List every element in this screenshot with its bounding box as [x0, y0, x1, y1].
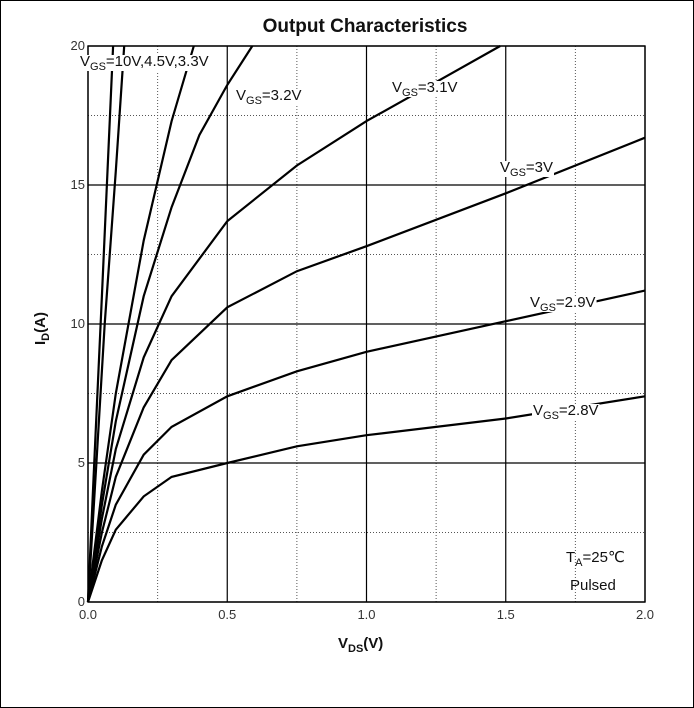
y-axis-label-part: (A) [32, 312, 49, 333]
x-tick-label: 2.0 [636, 607, 654, 622]
y-tick-label: 15 [71, 177, 85, 192]
legend-label-part: GS [90, 61, 106, 73]
y-tick-label: 0 [78, 594, 85, 609]
legend-label-part: GS [510, 167, 526, 179]
x-tick-label: 0.0 [79, 607, 97, 622]
legend-label-part: =2.8V [559, 402, 599, 419]
annotation-part: =25℃ [583, 549, 625, 566]
y-axis-label-part: D [40, 333, 52, 341]
legend-label-part: GS [543, 410, 559, 422]
legend-label-part: =3.1V [418, 79, 458, 96]
x-tick-label: 1.5 [497, 607, 515, 622]
legend-label-part: V [533, 402, 543, 419]
legend-label-part: =10V,4.5V,3.3V [106, 53, 209, 70]
annotation-part: T [566, 549, 575, 566]
y-tick-label: 5 [78, 455, 85, 470]
legend-label-part: GS [540, 302, 556, 314]
legend-label-part: GS [246, 95, 262, 107]
y-tick-label: 20 [71, 38, 85, 53]
legend-label-part: V [392, 79, 402, 96]
legend-label-part: GS [402, 87, 418, 99]
y-tick-label: 10 [71, 316, 85, 331]
annotation-part: Pulsed [570, 577, 616, 594]
legend-label-part: =3V [526, 159, 553, 176]
legend-label-part: V [236, 87, 246, 104]
legend-label-part: =2.9V [556, 294, 596, 311]
x-tick-label: 0.5 [218, 607, 236, 622]
annotation: Pulsed [570, 577, 616, 594]
chart: Output Characteristics 0.0 0.5 1.0 1.5 2.0 0 5… [0, 0, 694, 708]
x-axis-label-part: V [338, 635, 348, 652]
legend-label-part: V [80, 53, 90, 70]
legend-label-part: V [530, 294, 540, 311]
legend-label-part: =3.2V [262, 87, 302, 104]
chart-title: Output Characteristics [263, 16, 468, 37]
legend-label-part: V [500, 159, 510, 176]
x-axis-label-part: DS [348, 643, 363, 655]
x-axis-label-part: (V) [363, 635, 383, 652]
x-tick-label: 1.0 [357, 607, 375, 622]
